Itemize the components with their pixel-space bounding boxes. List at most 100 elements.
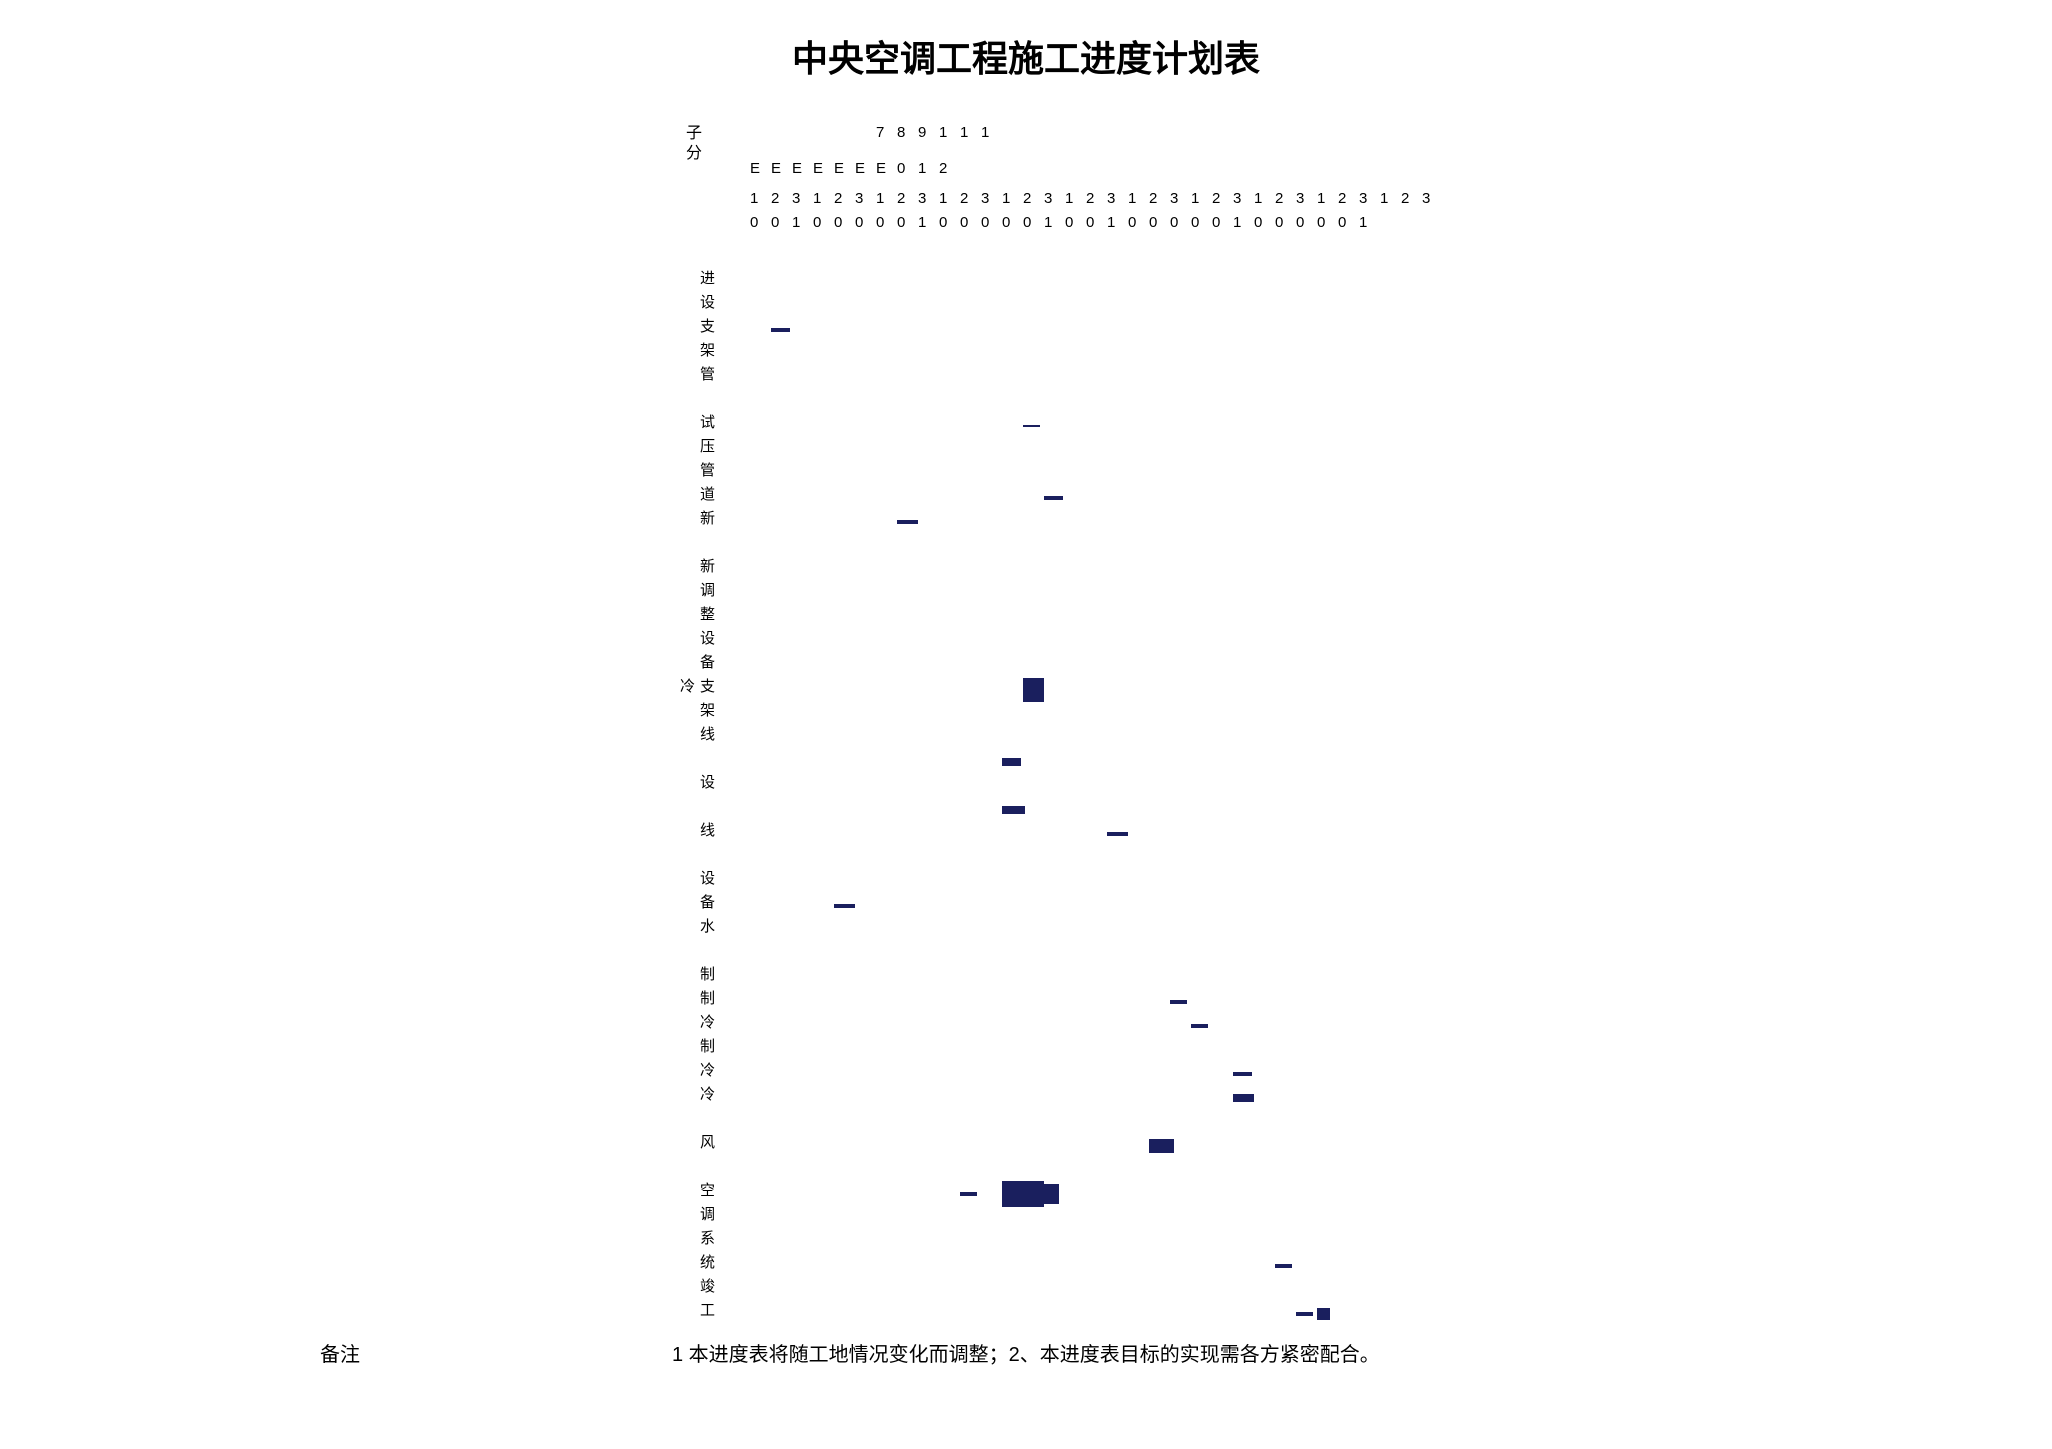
header-sub-cell: 3 [792, 190, 800, 208]
header-sub-cell: 2 [1212, 190, 1220, 208]
header-sub-cell: 1 [1128, 190, 1136, 208]
gantt-bar [1044, 496, 1063, 501]
row-label: 风 [700, 1134, 715, 1152]
header-sub-cell: 1 [939, 190, 947, 208]
header-sub-cell: 2 [1149, 190, 1157, 208]
header-sub-cell: 3 [855, 190, 863, 208]
header-sub-cell: 2 [1275, 190, 1283, 208]
header-sub-cell: 1 [1254, 190, 1262, 208]
header-sub-cell: 3 [1422, 190, 1430, 208]
row-label: 压 [700, 438, 715, 456]
header-sub-cell: 1 [1065, 190, 1073, 208]
gantt-bar [1023, 425, 1040, 428]
header-sub-cell: 2 [960, 190, 968, 208]
header-sub-cell: 1 [750, 190, 758, 208]
gantt-bar [1296, 1312, 1313, 1317]
header-sub-cell: 3 [1296, 190, 1304, 208]
gantt-bar [960, 1192, 977, 1197]
header-month-cell: 1 [939, 124, 947, 142]
row-label: 架 [700, 342, 715, 360]
row-label: 竣 [700, 1278, 715, 1296]
header-sub-cell: 0 [981, 214, 989, 232]
row-label: 制 [700, 966, 715, 984]
header-sub-cell: 0 [1149, 214, 1157, 232]
row-label: 调 [700, 1206, 715, 1224]
row-label: 新 [700, 510, 715, 528]
header-sub-cell: 1 [1317, 190, 1325, 208]
row-label: 管 [700, 462, 715, 480]
row-label: 设 [700, 294, 715, 312]
header-sub-cell: 2 [1023, 190, 1031, 208]
gantt-bar [1275, 1264, 1292, 1269]
header-e-cell: 0 [897, 160, 905, 178]
row-label: 设 [700, 630, 715, 648]
row-label: 整 [700, 606, 715, 624]
header-sub-cell: 0 [1065, 214, 1073, 232]
row-label: 管 [700, 366, 715, 384]
header-month-cell: 7 [876, 124, 884, 142]
header-e-cell: E [813, 160, 823, 178]
header-e-cell: E [876, 160, 886, 178]
header-sub-cell: 1 [1359, 214, 1367, 232]
header-e-cell: E [834, 160, 844, 178]
row-label: 新 [700, 558, 715, 576]
header-sub-cell: 2 [1338, 190, 1346, 208]
header-sub-cell: 0 [1086, 214, 1094, 232]
header-sub-cell: 0 [771, 214, 779, 232]
header-sub-cell: 0 [1170, 214, 1178, 232]
gantt-bar [1149, 1139, 1174, 1152]
row-label: 水 [700, 918, 715, 936]
header-sub-cell: 3 [981, 190, 989, 208]
header-month-cell: 1 [960, 124, 968, 142]
header-month-cell: 1 [981, 124, 989, 142]
header-sub-cell: 1 [1380, 190, 1388, 208]
header-sub-cell: 3 [1359, 190, 1367, 208]
header-sub-cell: 0 [939, 214, 947, 232]
gantt-bar [1023, 1181, 1044, 1207]
row-label: 冷 [700, 1062, 715, 1080]
header-sub-cell: 2 [1086, 190, 1094, 208]
gantt-bar [1002, 1181, 1023, 1207]
header-sub-cell: 0 [834, 214, 842, 232]
header-sub-cell: 0 [1338, 214, 1346, 232]
gantt-bar [834, 904, 855, 909]
header-sub-cell: 1 [813, 190, 821, 208]
header-sub-cell: 0 [1128, 214, 1136, 232]
row-label: 系 [700, 1230, 715, 1248]
row-label: 统 [700, 1254, 715, 1272]
header-sub-cell: 0 [1023, 214, 1031, 232]
header-sub-cell: 2 [771, 190, 779, 208]
header-sub-cell: 0 [1296, 214, 1304, 232]
row-label: 支 [700, 318, 715, 336]
row-label: 道 [700, 486, 715, 504]
header-sub-cell: 3 [1044, 190, 1052, 208]
gantt-bar [897, 520, 918, 524]
row-label: 支 [700, 678, 715, 696]
header-month-cell: 9 [918, 124, 926, 142]
row-label: 架 [700, 702, 715, 720]
header-sub-cell: 1 [792, 214, 800, 232]
gantt-bar [1107, 832, 1128, 837]
row-label: 制 [700, 1038, 715, 1056]
header-sub-cell: 2 [834, 190, 842, 208]
header-sub-cell: 0 [750, 214, 758, 232]
row-label: 空 [700, 1182, 715, 1200]
header-left: 子分 [686, 124, 702, 164]
header-sub-cell: 0 [876, 214, 884, 232]
header-sub-cell: 1 [1107, 214, 1115, 232]
header-e-cell: 1 [918, 160, 926, 178]
row-label: 备 [700, 654, 715, 672]
header-month-cell: 8 [897, 124, 905, 142]
gantt-bar [1170, 1000, 1187, 1005]
header-sub-cell: 0 [1002, 214, 1010, 232]
footer-label: 备注 [320, 1338, 360, 1367]
page-title: 中央空调工程施工进度计划表 [0, 30, 2052, 82]
header-sub-cell: 0 [1212, 214, 1220, 232]
header-sub-cell: 1 [1233, 214, 1241, 232]
footer-note: 1 本进度表将随工地情况变化而调整；2、本进度表目标的实现需各方紧密配合。 [672, 1338, 1380, 1367]
header-sub-cell: 2 [1401, 190, 1409, 208]
header-sub-cell: 0 [1191, 214, 1199, 232]
row-label: 制 [700, 990, 715, 1008]
gantt-bar [1002, 806, 1025, 813]
gantt-bar [1233, 1072, 1252, 1077]
